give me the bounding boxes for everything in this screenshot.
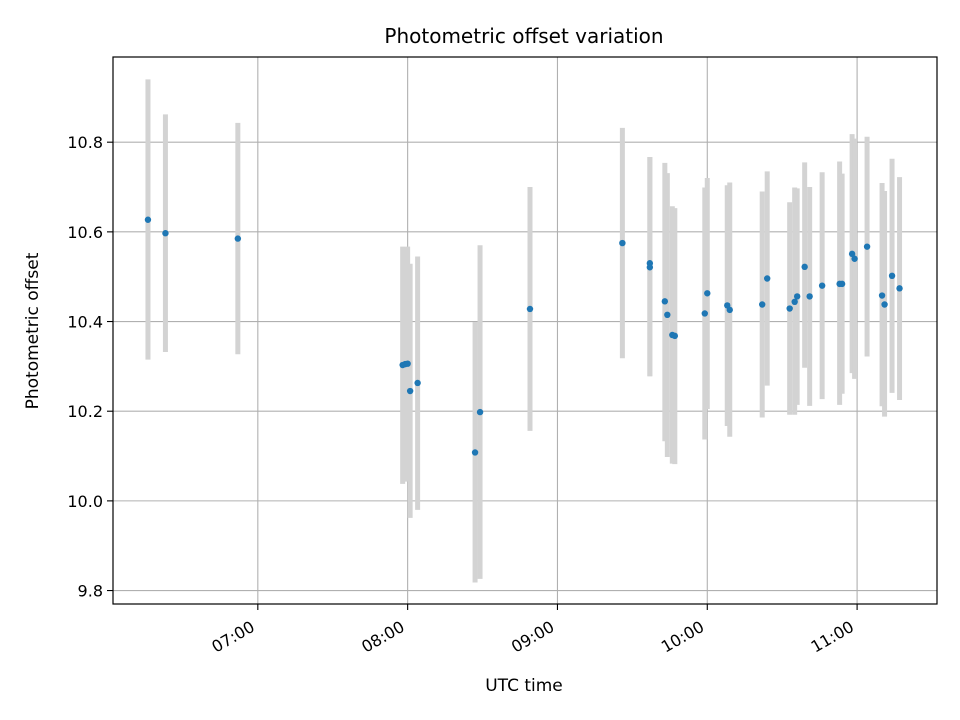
- data-point: [888, 272, 896, 279]
- data-point: [526, 305, 534, 313]
- data-point: [896, 285, 903, 292]
- y-tick-label: 10.2: [67, 402, 103, 421]
- data-point: [406, 387, 414, 395]
- chart-title: Photometric offset variation: [384, 24, 663, 48]
- data-point: [863, 243, 871, 250]
- data-point: [661, 298, 669, 305]
- x-axis-title: UTC time: [485, 676, 563, 696]
- data-point: [851, 255, 858, 262]
- data-point: [234, 235, 242, 242]
- data-point: [162, 230, 169, 237]
- y-tick-label: 10.0: [67, 492, 103, 511]
- y-tick-label: 10.4: [67, 313, 103, 332]
- data-point: [818, 282, 826, 289]
- data-point: [701, 310, 708, 317]
- data-point: [646, 264, 654, 271]
- data-point: [471, 449, 479, 456]
- data-point: [704, 290, 711, 297]
- data-point: [838, 280, 846, 288]
- data-point: [759, 301, 766, 308]
- data-point: [848, 250, 856, 258]
- plot-frame: [112, 56, 938, 605]
- y-tick-label: 10.8: [67, 133, 103, 152]
- y-axis-title: Photometric offset: [23, 252, 43, 409]
- data-point: [806, 293, 813, 300]
- data-point: [791, 298, 798, 306]
- y-axis-ticks: 9.8 10.0 10.2 10.4 10.6 10.8: [67, 133, 113, 601]
- data-point: [476, 408, 484, 416]
- data-point: [801, 263, 808, 271]
- data-point: [404, 360, 411, 367]
- data-point: [786, 305, 793, 312]
- data-point: [764, 275, 771, 282]
- y-tick-label: 9.8: [78, 582, 103, 601]
- data-point: [664, 311, 671, 319]
- data-point: [881, 301, 888, 308]
- data-point: [793, 293, 801, 300]
- data-point: [144, 216, 152, 223]
- data-points: [144, 216, 903, 456]
- data-point: [414, 379, 421, 387]
- data-point: [619, 239, 626, 247]
- data-point: [878, 292, 886, 299]
- y-tick-label: 10.6: [67, 223, 103, 242]
- data-point: [726, 306, 733, 314]
- data-point: [671, 332, 679, 340]
